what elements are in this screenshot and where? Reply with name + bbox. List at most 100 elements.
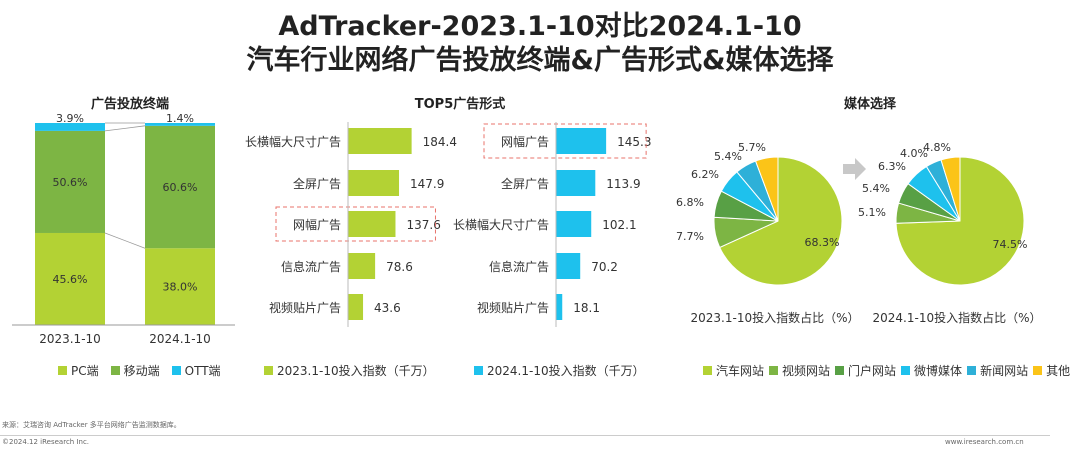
bar-value-label: 184.4 bbox=[423, 135, 457, 149]
pie-value-label: 6.8% bbox=[676, 196, 704, 209]
footer-divider bbox=[0, 435, 1050, 436]
pie-value-label: 5.4% bbox=[714, 150, 742, 163]
legend-label-2024: 2024.1-10投入指数（千万） bbox=[487, 364, 645, 378]
pie-slice bbox=[940, 156, 961, 222]
bar bbox=[348, 294, 364, 320]
legend-label-mobile: 移动端 bbox=[123, 364, 160, 378]
pie-value-label: 5.4% bbox=[862, 182, 890, 195]
pie-caption: 2024.1-10投入指数占比（%） bbox=[873, 310, 1042, 325]
pie-value-label: 6.2% bbox=[691, 168, 719, 181]
bar-value-label: 60.6% bbox=[163, 181, 198, 194]
pie-value-label: 6.3% bbox=[878, 160, 906, 173]
bar bbox=[556, 170, 596, 196]
legend-swatch-2024 bbox=[474, 366, 483, 375]
bar-value-label: 70.2 bbox=[591, 260, 618, 274]
legend-swatch-weibo bbox=[901, 366, 911, 375]
legend-swatch-video bbox=[769, 366, 779, 375]
bar-value-label: 50.6% bbox=[53, 176, 88, 189]
main-subtitle: 汽车行业网络广告投放终端&广告形式&媒体选择 bbox=[246, 45, 834, 76]
legend-swatch-2023 bbox=[264, 366, 273, 375]
legend-swatch-news bbox=[967, 366, 977, 375]
legend-label-portal: 门户网站 bbox=[848, 364, 897, 378]
highlight-box bbox=[275, 206, 436, 242]
category-label: 网幅广告 bbox=[293, 217, 341, 232]
bar-value-label: 45.6% bbox=[53, 273, 88, 286]
bar-value-label: 43.6 bbox=[374, 301, 401, 315]
legend-label-weibo: 微博媒体 bbox=[914, 364, 963, 378]
bar-value-label: 1.4% bbox=[166, 112, 194, 125]
category-label: 网幅广告 bbox=[501, 134, 549, 149]
pie-slice bbox=[754, 156, 779, 222]
bar bbox=[348, 128, 412, 154]
bar-value-label: 102.1 bbox=[602, 218, 636, 232]
bar-segment bbox=[145, 125, 215, 249]
category-label: 视频贴片广告 bbox=[269, 300, 341, 315]
bar-segment bbox=[145, 123, 215, 126]
arrow-icon bbox=[843, 158, 866, 180]
legend-swatch-auto bbox=[703, 366, 712, 375]
bar-value-label: 145.3 bbox=[617, 135, 651, 149]
category-label: 长横幅大尺寸广告 bbox=[245, 134, 341, 149]
category-label: 全屏广告 bbox=[293, 176, 341, 191]
media-legend: 汽车网站 视频网站 门户网站 微博媒体 新闻网站 其他 bbox=[703, 362, 1070, 379]
legend-label-pc: PC端 bbox=[71, 364, 99, 378]
legend-swatch-other bbox=[1033, 366, 1043, 375]
terminal-stacked-bar-chart: 45.6% 50.6% 3.9% 2023.1-10 38.0% 60.6% 1.4% 202… bbox=[12, 112, 235, 346]
category-label: 信息流广告 bbox=[281, 259, 341, 274]
bar bbox=[556, 128, 607, 154]
bar-value-label: 18.1 bbox=[573, 301, 600, 315]
pie-value-label: 4.0% bbox=[900, 147, 928, 160]
bar bbox=[556, 294, 563, 320]
legend-label-ott: OTT端 bbox=[184, 364, 221, 378]
pie-value-label: 5.1% bbox=[858, 206, 886, 219]
legend-label-video: 视频网站 bbox=[782, 364, 831, 378]
main-title: AdTracker-2023.1-10对比2024.1-10 bbox=[278, 11, 802, 42]
bar-value-label: 147.9 bbox=[410, 177, 444, 191]
terminal-legend: PC端 移动端 OTT端 bbox=[58, 362, 221, 379]
form-legend-2024: 2024.1-10投入指数（千万） bbox=[474, 362, 645, 379]
bar bbox=[556, 211, 592, 237]
website: www.iresearch.com.cn bbox=[945, 438, 1024, 446]
bar bbox=[556, 253, 581, 279]
pie-caption: 2023.1-10投入指数占比（%） bbox=[691, 310, 860, 325]
legend-label-news: 新闻网站 bbox=[980, 364, 1029, 378]
pie-value-label: 68.3% bbox=[805, 236, 840, 249]
ad-form-bar-chart: 长横幅大尺寸广告 184.4 全屏广告 147.9 网幅广告 137.6 信息流广告 78.6… bbox=[245, 122, 651, 327]
pie-value-label: 74.5% bbox=[993, 238, 1028, 251]
form-panel-title: TOP5广告形式 bbox=[414, 97, 506, 112]
bar-segment bbox=[145, 248, 215, 325]
category-label: 信息流广告 bbox=[489, 259, 549, 274]
form-legend-2023: 2023.1-10投入指数（千万） bbox=[264, 362, 435, 379]
connector-line bbox=[104, 232, 146, 249]
legend-label-other: 其他 bbox=[1046, 364, 1071, 378]
bar-value-label: 3.9% bbox=[56, 112, 84, 125]
legend-swatch-portal bbox=[835, 366, 845, 375]
source-note: 来源：艾瑞咨询 AdTracker 多平台网络广告监测数据库。 bbox=[2, 421, 181, 429]
category-label: 视频贴片广告 bbox=[477, 300, 549, 315]
bar-value-label: 38.0% bbox=[163, 281, 198, 294]
legend-label-2023: 2023.1-10投入指数（千万） bbox=[277, 364, 435, 378]
bar bbox=[348, 170, 400, 196]
bar-value-label: 113.9 bbox=[606, 177, 640, 191]
pie-value-label: 4.8% bbox=[923, 141, 951, 154]
bar-value-label: 137.6 bbox=[406, 218, 440, 232]
terminal-panel-title: 广告投放终端 bbox=[90, 97, 169, 112]
bar bbox=[348, 253, 376, 279]
x-tick-label: 2023.1-10 bbox=[39, 332, 101, 346]
legend-swatch-mobile bbox=[110, 366, 120, 375]
pie-slice bbox=[719, 156, 843, 286]
media-pie-charts: 68.3%7.7%6.8%6.2%5.4%5.7%2023.1-10投入指数占比… bbox=[676, 141, 1041, 325]
bar-segment bbox=[35, 123, 105, 131]
pie-value-label: 5.7% bbox=[738, 141, 766, 154]
bar bbox=[348, 211, 396, 237]
copyright: ©2024.12 iResearch Inc. bbox=[2, 438, 90, 446]
legend-swatch-ott bbox=[171, 366, 181, 375]
media-panel-title: 媒体选择 bbox=[843, 97, 896, 112]
bar-segment bbox=[35, 130, 105, 233]
legend-swatch-pc bbox=[58, 366, 67, 375]
pie-value-label: 7.7% bbox=[676, 230, 704, 243]
bar-segment bbox=[35, 232, 105, 325]
connector-line bbox=[104, 125, 146, 132]
legend-label-auto: 汽车网站 bbox=[716, 364, 765, 378]
